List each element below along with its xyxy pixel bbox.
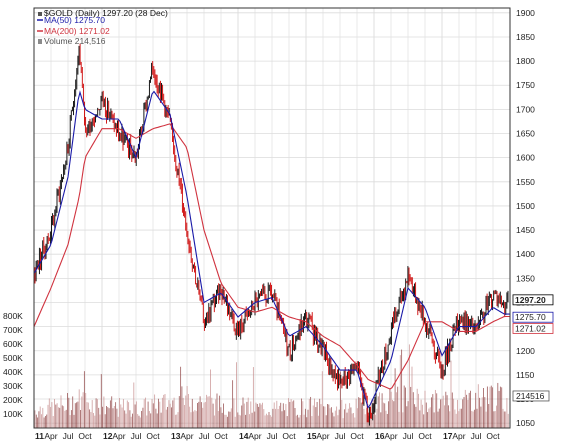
price-tick-label: 1850 — [516, 32, 535, 42]
volume-tick-label: 800K — [3, 311, 23, 321]
price-tick-label: 1200 — [516, 346, 535, 356]
month-label: Apr — [180, 431, 193, 441]
grid-lines — [33, 8, 510, 428]
volume-tick-label: 400K — [3, 367, 23, 377]
price-tick-label: 1050 — [516, 418, 535, 428]
price-tag-ma200: 1271.02 — [515, 323, 546, 333]
price-tick-label: 1400 — [516, 249, 535, 259]
volume-bars — [34, 344, 509, 428]
time-axis: 11 Apr Jul Oct 12 Apr Jul Oct 13 Apr Jul Oct 14 Apr Ju… — [35, 431, 500, 441]
year-label: 11 — [35, 431, 44, 441]
price-tag-box — [512, 311, 554, 323]
legend-icon-volume — [38, 39, 42, 44]
month-label: Apr — [452, 431, 465, 441]
price-series — [33, 43, 510, 426]
price-tick-label: 1750 — [516, 80, 535, 90]
price-tick-label: 1800 — [516, 56, 535, 66]
volume-tick-label: 200K — [3, 395, 23, 405]
legend-title: $GOLD (Daily) 1297.20 (28 Dec) — [44, 8, 168, 18]
price-tick-label: 1350 — [516, 273, 535, 283]
volume-axis: 800K 700K 600K 500K 400K 300K 200K 100K — [3, 311, 23, 419]
ma50-line — [33, 90, 510, 409]
volume-tag: 214516 — [516, 391, 545, 401]
legend-volume: Volume 214,516 — [44, 36, 106, 46]
month-label: Jul — [403, 431, 414, 441]
price-tick-label: 1650 — [516, 129, 535, 139]
price-tick-label: 1700 — [516, 104, 535, 114]
price-tick-label: 1450 — [516, 225, 535, 235]
month-label: Jul — [63, 431, 74, 441]
month-label: Oct — [282, 431, 296, 441]
month-label: Jul — [335, 431, 346, 441]
month-label: Oct — [78, 431, 92, 441]
month-label: Jul — [199, 431, 210, 441]
volume-tick-label: 700K — [3, 325, 23, 335]
plot-border — [33, 7, 511, 429]
price-tag-last: 1297.20 — [515, 295, 546, 305]
legend-ma50: MA(50) 1275.70 — [44, 15, 105, 25]
month-label: Oct — [486, 431, 500, 441]
month-label: Jul — [131, 431, 142, 441]
volume-tick-label: 100K — [3, 409, 23, 419]
price-tick-label: 1900 — [516, 8, 535, 18]
legend-icon-price — [38, 12, 42, 16]
year-label: 16 — [375, 431, 385, 441]
year-label: 14 — [239, 431, 249, 441]
volume-tag-box — [512, 390, 550, 402]
month-label: Jul — [471, 431, 482, 441]
month-label: Jul — [267, 431, 278, 441]
legend-ma200: MA(200) 1271.02 — [44, 26, 110, 36]
month-label: Oct — [146, 431, 160, 441]
price-tick-label: 1600 — [516, 153, 535, 163]
month-label: Oct — [350, 431, 364, 441]
volume-tick-label: 600K — [3, 339, 23, 349]
price-tag-ma50: 1275.70 — [515, 312, 546, 322]
month-label: Apr — [248, 431, 261, 441]
month-label: Apr — [384, 431, 397, 441]
year-label: 17 — [443, 431, 453, 441]
price-tick-label: 1550 — [516, 177, 535, 187]
price-tick-label: 1150 — [516, 370, 535, 380]
month-label: Apr — [316, 431, 329, 441]
volume-tick-label: 300K — [3, 381, 23, 391]
year-label: 15 — [307, 431, 317, 441]
legend: $GOLD (Daily) 1297.20 (28 Dec) MA(50) 12… — [37, 8, 168, 46]
price-tag-box — [512, 323, 554, 334]
month-label: Apr — [44, 431, 57, 441]
price-tag-box — [512, 294, 554, 306]
month-label: Apr — [112, 431, 125, 441]
month-label: Oct — [214, 431, 228, 441]
month-label: Oct — [418, 431, 432, 441]
year-label: 13 — [171, 431, 181, 441]
price-tick-label: 1500 — [516, 201, 535, 211]
volume-tick-label: 500K — [3, 353, 23, 363]
year-label: 12 — [103, 431, 113, 441]
